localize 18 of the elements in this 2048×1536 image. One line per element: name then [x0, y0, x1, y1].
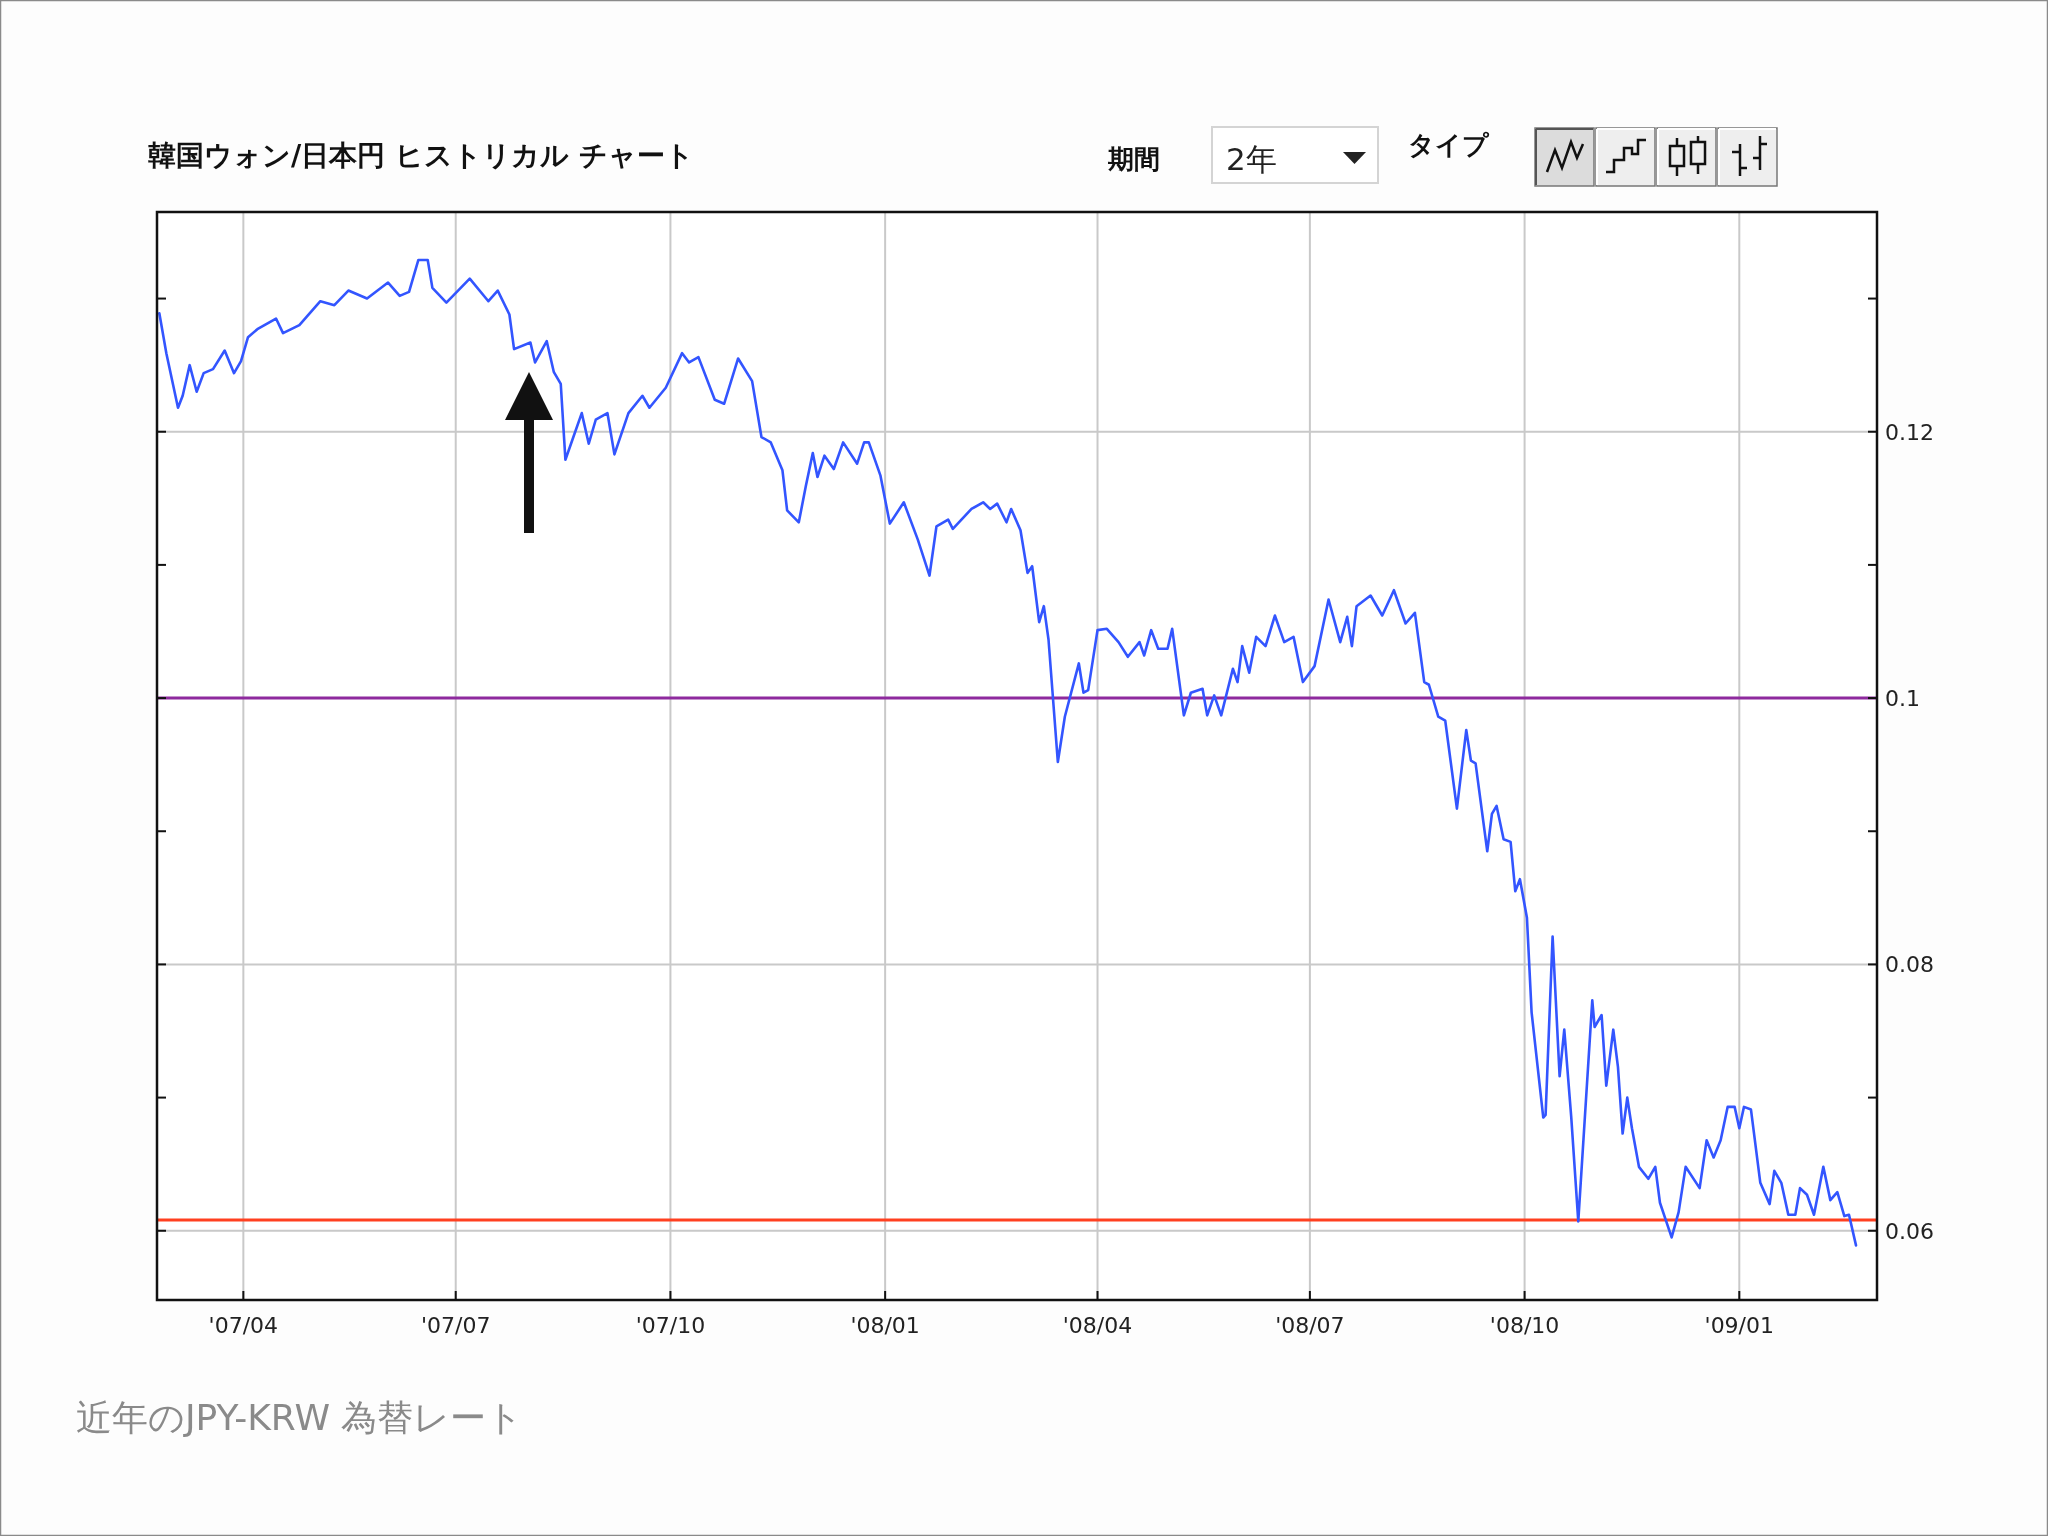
y-tick-label: 0.06 — [1885, 1218, 1934, 1244]
x-tick-label: '09/01 — [1704, 1313, 1775, 1338]
x-tick-label: '07/10 — [635, 1313, 706, 1338]
x-tick-label: '07/07 — [421, 1313, 491, 1338]
x-tick-label: '08/01 — [850, 1313, 920, 1338]
x-tick-label: '08/07 — [1275, 1313, 1345, 1338]
x-tick-label: '07/04 — [208, 1313, 279, 1338]
chart-title: 韓国ウォン/日本円 ヒストリカル チャート — [148, 139, 694, 172]
text: 期間 — [1107, 144, 1160, 174]
x-tick-label: '08/04 — [1062, 1313, 1133, 1338]
y-tick-label: 0.12 — [1885, 419, 1934, 445]
text: 2年 — [1226, 141, 1277, 177]
y-tick-label: 0.08 — [1885, 952, 1934, 978]
x-tick-label: '08/10 — [1489, 1313, 1560, 1338]
y-tick-label: 0.1 — [1885, 686, 1920, 712]
text: タイプ — [1408, 130, 1490, 160]
line-series — [158, 258, 1858, 1247]
text: 近年のJPY-KRW 為替レート — [76, 1397, 524, 1438]
